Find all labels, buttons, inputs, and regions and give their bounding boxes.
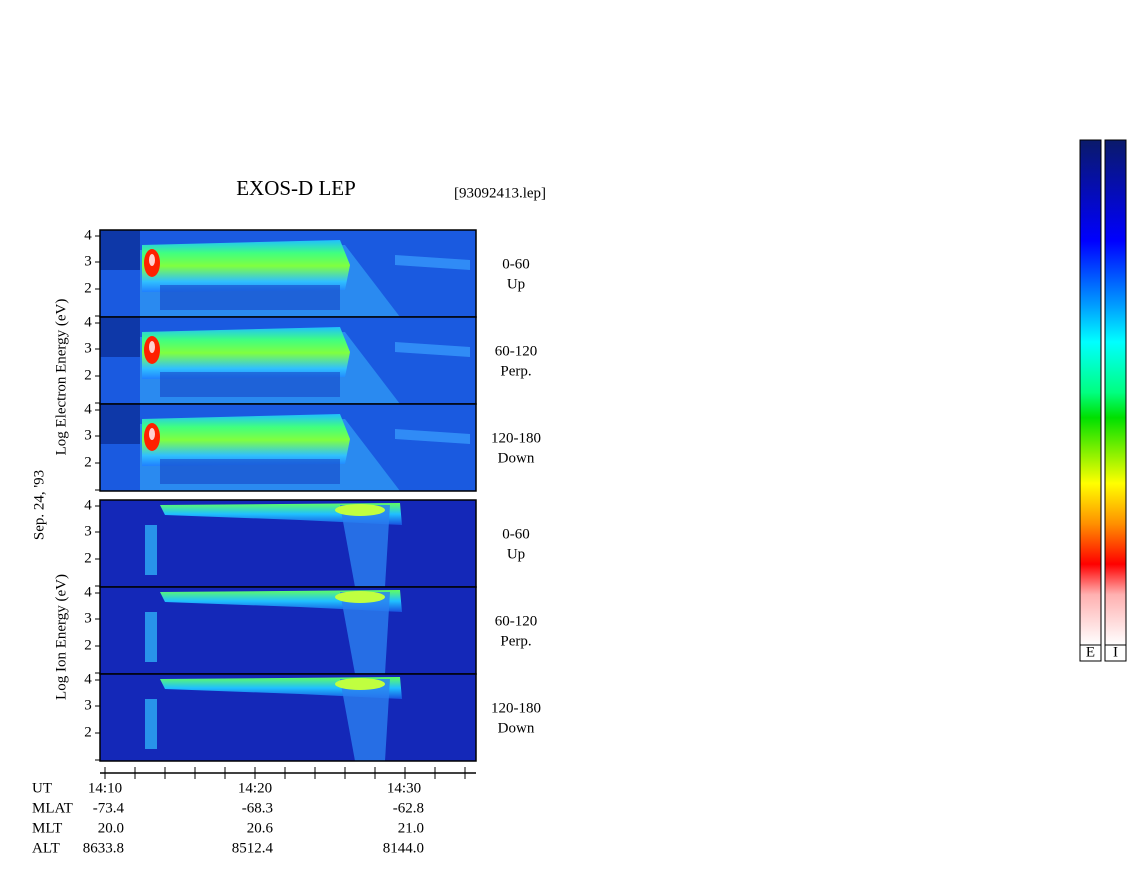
spectrogram-panel <box>99 586 477 675</box>
background-noise <box>100 404 140 444</box>
background-noise <box>100 317 140 357</box>
panel-frame <box>99 673 477 762</box>
date-label: Sep. 24, '93 <box>31 470 47 540</box>
pitch-range: 60-120 <box>495 613 538 629</box>
faint-band <box>395 342 470 357</box>
faint-band <box>395 255 470 270</box>
y-tick-label: 3 <box>84 427 92 443</box>
pitch-direction: Up <box>507 276 525 292</box>
hot-spot <box>335 591 385 603</box>
ephemeris-value: -62.8 <box>393 800 424 816</box>
stripes <box>160 372 340 397</box>
ephemeris-value: 8144.0 <box>383 840 424 856</box>
y-tick-label: 2 <box>84 367 92 383</box>
stripes <box>160 285 340 310</box>
spectrogram-panel <box>99 229 477 318</box>
title: EXOS-D LEP <box>236 176 356 200</box>
y-tick-label: 4 <box>84 227 92 243</box>
y-tick-label: 3 <box>84 523 92 539</box>
ephemeris-value: 8633.8 <box>83 840 124 856</box>
colorbar-electron <box>1079 139 1102 646</box>
intensity-band <box>142 327 350 379</box>
y-tick-label: 3 <box>84 340 92 356</box>
hot-spot <box>335 504 385 516</box>
onset-streak <box>145 525 157 575</box>
onset-streak <box>145 612 157 662</box>
ephemeris-value: 21.0 <box>398 820 424 836</box>
y-tick-label: 4 <box>84 584 92 600</box>
pitch-direction: Down <box>498 720 535 736</box>
intensity-streak <box>340 679 390 761</box>
y-tick-label: 2 <box>84 550 92 566</box>
y-tick-label: 2 <box>84 280 92 296</box>
stripes <box>160 459 340 484</box>
y-tick-label: 3 <box>84 697 92 713</box>
intensity-streak <box>340 505 390 587</box>
spectrogram-panel <box>99 673 477 762</box>
hot-spot-core <box>149 428 155 440</box>
colorbar-label: E <box>1086 644 1095 660</box>
y-tick-label: 4 <box>84 671 92 687</box>
y-tick-label: 3 <box>84 610 92 626</box>
intensity-band <box>142 414 350 466</box>
panel-frame <box>99 403 477 492</box>
spectrogram-panel <box>99 403 477 492</box>
file-name: [93092413.lep] <box>454 185 546 201</box>
pitch-range: 0-60 <box>502 256 530 272</box>
pitch-direction: Perp. <box>500 363 531 379</box>
ephemeris-value: 20.6 <box>247 820 274 836</box>
y-tick-label: 4 <box>84 401 92 417</box>
pitch-range: 60-120 <box>495 343 538 359</box>
y-tick-label: 2 <box>84 454 92 470</box>
faint-band <box>395 429 470 444</box>
y-tick-label: 4 <box>84 314 92 330</box>
ephemeris-value: -68.3 <box>242 800 273 816</box>
x-tick-label: 14:10 <box>88 780 122 796</box>
spectrogram-panel <box>99 499 477 588</box>
pitch-direction: Down <box>498 450 535 466</box>
background-noise <box>100 230 140 270</box>
pitch-direction: Perp. <box>500 633 531 649</box>
colorbar-ion <box>1104 139 1127 646</box>
pitch-range: 120-180 <box>491 700 541 716</box>
axis-label: Log Ion Energy (eV) <box>53 574 69 700</box>
x-tick-label: 14:30 <box>387 780 421 796</box>
row-name: ALT <box>32 840 60 856</box>
spectrogram-panel <box>99 316 477 405</box>
hot-spot-core <box>149 254 155 266</box>
axis-label: Log Electron Energy (eV) <box>53 299 69 456</box>
intensity-streak <box>340 592 390 674</box>
colorbar-label-box <box>1104 644 1127 662</box>
hot-spot <box>335 678 385 690</box>
pitch-range: 120-180 <box>491 430 541 446</box>
colorbar-label: I <box>1113 644 1118 660</box>
ephemeris-value: 8512.4 <box>232 840 274 856</box>
ephemeris-value: 20.0 <box>98 820 124 836</box>
row-name: MLT <box>32 820 62 836</box>
intensity-band <box>142 240 350 292</box>
pitch-direction: Up <box>507 546 525 562</box>
y-tick-label: 3 <box>84 253 92 269</box>
x-tick-label: 14:20 <box>238 780 272 796</box>
row-name: MLAT <box>32 800 73 816</box>
pitch-range: 0-60 <box>502 526 530 542</box>
hot-spot-core <box>149 341 155 353</box>
y-tick-label: 4 <box>84 497 92 513</box>
ephemeris-value: -73.4 <box>93 800 125 816</box>
row-name: UT <box>32 780 52 796</box>
y-tick-label: 2 <box>84 637 92 653</box>
colorbars <box>1079 139 1127 662</box>
colorbar-label-box <box>1079 644 1102 662</box>
y-tick-label: 2 <box>84 724 92 740</box>
onset-streak <box>145 699 157 749</box>
